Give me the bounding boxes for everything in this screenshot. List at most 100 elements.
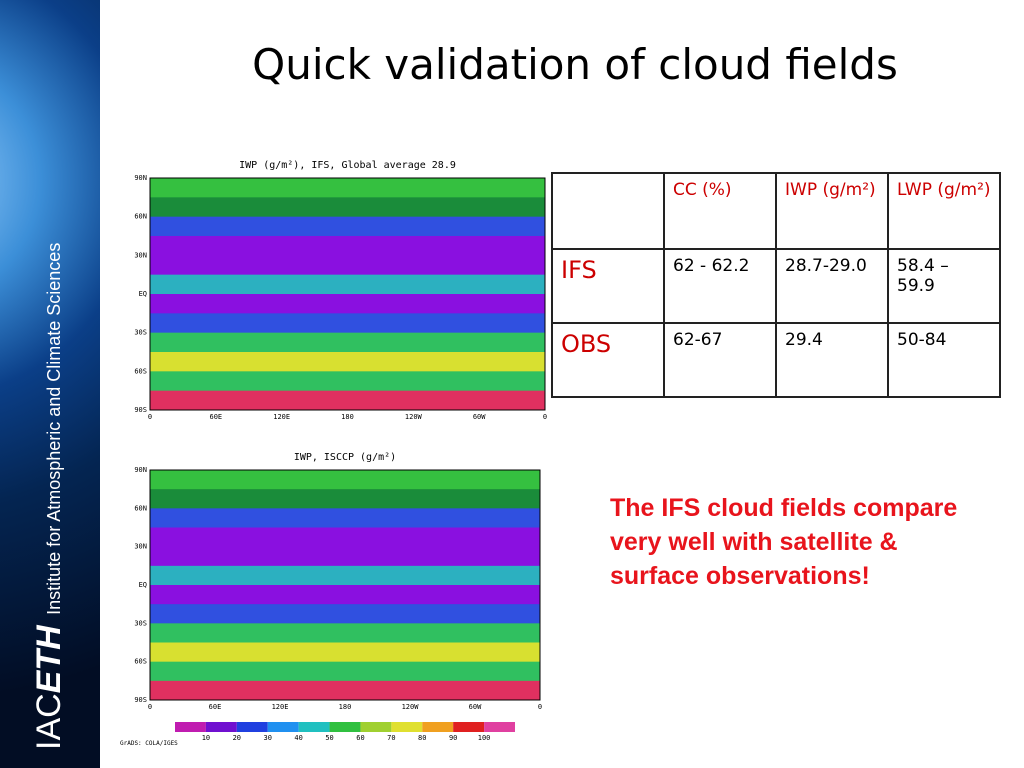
lon-label: 0 bbox=[543, 413, 547, 421]
lat-label: 60N bbox=[134, 213, 147, 221]
header-cell: IWP (g/m²) bbox=[775, 172, 889, 250]
map-field bbox=[150, 352, 545, 372]
maps: IWP (g/m²), IFS, Global average 28.9 90N 6… bbox=[120, 160, 547, 747]
row-head: IFS bbox=[551, 248, 665, 324]
map-field bbox=[150, 274, 545, 295]
cell: 62 - 62.2 bbox=[663, 248, 777, 324]
lat-label: 60S bbox=[134, 367, 147, 375]
row: OBS 62-67 29.4 50-84 bbox=[551, 322, 1001, 398]
colorbar-swatch bbox=[484, 722, 515, 732]
map-field bbox=[150, 470, 540, 490]
lat-label: 30S bbox=[134, 329, 147, 337]
header-row: CC (%) IWP (g/m²) LWP (g/m²) bbox=[551, 172, 1001, 250]
map-field bbox=[150, 294, 545, 314]
lat-label: 60N bbox=[134, 504, 147, 512]
colorbar-swatch bbox=[267, 722, 299, 732]
lon-label: 60W bbox=[469, 703, 482, 711]
lon-label: 0 bbox=[148, 413, 152, 421]
map-field bbox=[150, 216, 545, 237]
colorbar-label: 60 bbox=[356, 734, 364, 742]
colorbar-label: 40 bbox=[294, 734, 302, 742]
map-field bbox=[150, 236, 545, 256]
map-field bbox=[150, 508, 540, 528]
map-field bbox=[150, 680, 540, 701]
map-field bbox=[150, 255, 545, 276]
colorbar-label: 10 bbox=[202, 734, 210, 742]
lat-label: 30N bbox=[134, 251, 147, 259]
map-field bbox=[150, 178, 545, 198]
map-field bbox=[150, 390, 545, 411]
lat-label: 90N bbox=[134, 174, 147, 182]
cell: 29.4 bbox=[775, 322, 889, 398]
map-field bbox=[150, 546, 540, 567]
map-field bbox=[150, 604, 540, 624]
cell: 50-84 bbox=[887, 322, 1001, 398]
colorbar-label: 50 bbox=[325, 734, 333, 742]
map-field bbox=[150, 313, 545, 334]
sidebar-text: IACETH Institute for Atmospheric and Cli… bbox=[30, 243, 69, 750]
colorbar-label: 90 bbox=[449, 734, 457, 742]
colorbar-swatch bbox=[298, 722, 330, 732]
colorbar-label: 100 bbox=[478, 734, 491, 742]
cell: 28.7-29.0 bbox=[775, 248, 889, 324]
colorbar-swatch bbox=[329, 722, 361, 732]
map-field bbox=[150, 623, 540, 643]
logo-prefix: IAC bbox=[30, 693, 68, 750]
lon-label: 180 bbox=[341, 413, 354, 421]
colorbar-swatch bbox=[360, 722, 392, 732]
map-frame bbox=[149, 469, 541, 701]
lon-label: 120E bbox=[272, 703, 289, 711]
lat-label: EQ bbox=[139, 290, 147, 298]
lon-label: 60E bbox=[209, 703, 222, 711]
lon-label: 120W bbox=[402, 703, 420, 711]
colorbar-swatch bbox=[175, 722, 206, 732]
map-title: IWP (g/m²), IFS, Global average 28.9 bbox=[239, 160, 456, 171]
map-field bbox=[150, 197, 545, 218]
colorbar-swatch bbox=[391, 722, 423, 732]
credit: GrADS: COLA/IGES bbox=[120, 740, 178, 747]
colorbar-swatch bbox=[236, 722, 268, 732]
logo: IACETH bbox=[30, 625, 68, 750]
map-field bbox=[150, 661, 540, 682]
lat-label: EQ bbox=[139, 581, 147, 589]
lon-label: 60W bbox=[473, 413, 486, 421]
lat-label: 60S bbox=[134, 658, 147, 666]
lat-label: 90S bbox=[134, 406, 147, 414]
map-field bbox=[150, 527, 540, 548]
lon-label: 0 bbox=[538, 703, 542, 711]
institute: Institute for Atmospheric and Climate Sc… bbox=[44, 242, 64, 615]
row: IFS 62 - 62.2 28.7-29.0 58.4 – 59.9 bbox=[551, 248, 1001, 324]
lon-label: 0 bbox=[148, 703, 152, 711]
lat-label: 30N bbox=[134, 543, 147, 551]
lon-label: 120E bbox=[273, 413, 290, 421]
map-frame bbox=[149, 177, 546, 411]
lat-label: 30S bbox=[134, 619, 147, 627]
cell: 58.4 – 59.9 bbox=[887, 248, 1001, 324]
lon-label: 60E bbox=[210, 413, 223, 421]
note: The IFS cloud fields compare very well w… bbox=[610, 494, 958, 590]
map-field bbox=[150, 489, 540, 509]
colorbar-label: 20 bbox=[233, 734, 241, 742]
header-cell: CC (%) bbox=[663, 172, 777, 250]
cell bbox=[551, 172, 665, 250]
map-title: IWP, ISCCP (g/m²) bbox=[294, 452, 396, 463]
lon-label: 180 bbox=[339, 703, 352, 711]
colorbar-label: 80 bbox=[418, 734, 426, 742]
lon-label: 120W bbox=[405, 413, 423, 421]
table: CC (%) IWP (g/m²) LWP (g/m²) IFS 62 - 62… bbox=[551, 172, 1001, 398]
lat-label: 90N bbox=[134, 466, 147, 474]
colorbar-swatch bbox=[422, 722, 454, 732]
map-field bbox=[150, 642, 540, 663]
map-field bbox=[150, 565, 540, 586]
map-field bbox=[150, 585, 540, 605]
colorbar-label: 70 bbox=[387, 734, 395, 742]
cell: 62-67 bbox=[663, 322, 777, 398]
map-field bbox=[150, 332, 545, 353]
row-head: OBS bbox=[551, 322, 665, 398]
title: Quick validation of cloud fields bbox=[252, 40, 898, 89]
colorbar-label: 30 bbox=[264, 734, 272, 742]
colorbar-swatch bbox=[453, 722, 485, 732]
lat-label: 90S bbox=[134, 696, 147, 704]
logo-suffix: ETH bbox=[30, 625, 68, 694]
